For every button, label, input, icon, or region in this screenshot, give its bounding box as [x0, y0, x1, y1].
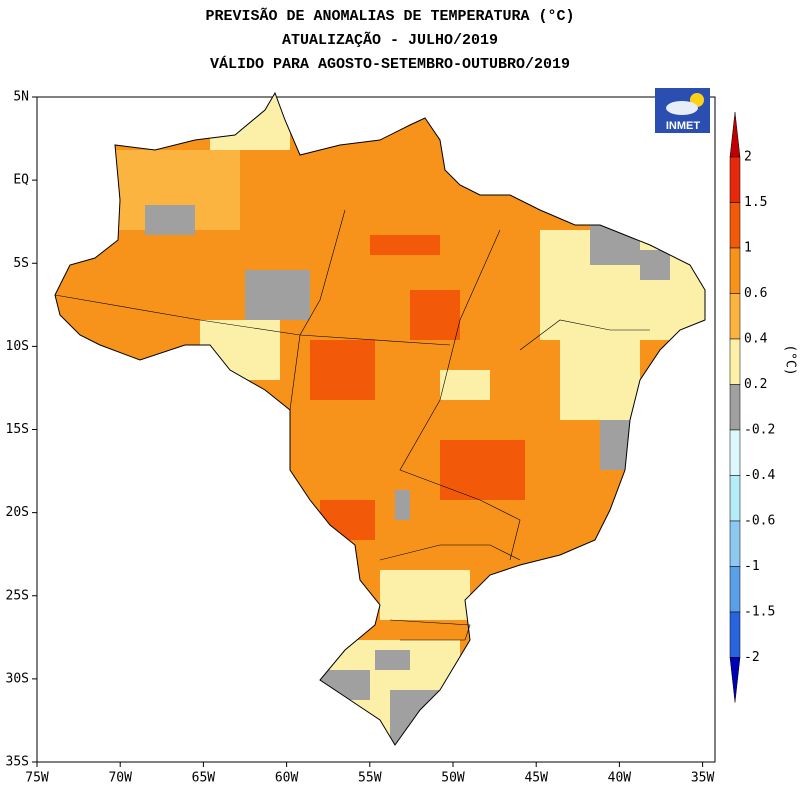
colorbar-segment: [729, 566, 741, 613]
colorbar-label: 0.6: [744, 286, 767, 301]
title: VÁLIDO PARA AGOSTO-SETEMBRO-OUTUBRO/2019: [210, 55, 570, 73]
lon-label: 75W: [25, 771, 49, 786]
state-border: [379, 544, 521, 561]
region: [440, 370, 490, 400]
colorbar-segment: [729, 429, 741, 476]
lon-label: 70W: [108, 771, 132, 786]
colorbar-segment: [729, 475, 741, 522]
lat-label: 15S: [6, 422, 29, 437]
lat-label: 25S: [6, 588, 29, 603]
colorbar-label: -1: [744, 559, 760, 574]
colorbar-segment: [729, 156, 741, 203]
lon-label: 65W: [192, 771, 216, 786]
region: [320, 500, 375, 540]
colorbar-label: -0.6: [744, 514, 775, 529]
state-border: [389, 619, 471, 641]
colorbar-label: 0.2: [744, 377, 767, 392]
colorbar-segment: [729, 520, 741, 567]
country-border: [54, 91, 706, 746]
region: [245, 270, 310, 320]
region: [640, 250, 670, 280]
colorbar-segment: [729, 202, 741, 249]
colorbar-label: -1.5: [744, 605, 775, 620]
lon-label: 35W: [691, 771, 715, 786]
region: [395, 490, 410, 520]
colorbar-label: 0.4: [744, 332, 768, 347]
colorbar-label: -2: [744, 650, 760, 665]
colorbar-unit: (°C): [783, 344, 798, 375]
colorbar-label: 1: [744, 241, 752, 256]
lat-label: 30S: [6, 671, 29, 686]
lat-label: EQ: [13, 173, 29, 188]
region: [375, 650, 410, 670]
region: [310, 340, 375, 400]
region: [380, 570, 470, 620]
state-border: [399, 229, 521, 561]
region: [145, 205, 195, 235]
state-border: [519, 319, 650, 351]
lon-label: 50W: [441, 771, 465, 786]
colorbar-cap: [729, 111, 741, 158]
region: [370, 235, 440, 255]
region: [410, 290, 460, 340]
region: [440, 440, 525, 500]
region: [560, 330, 640, 420]
colorbar-segment: [729, 384, 741, 431]
state-border: [289, 209, 346, 411]
colorbar-segment: [729, 247, 741, 294]
region: [600, 420, 640, 470]
lat-label: 5S: [13, 256, 29, 271]
colorbar-segment: [729, 293, 741, 340]
logo: INMET: [655, 88, 710, 133]
logo-text: INMET: [666, 120, 701, 132]
colorbar-label: 1.5: [744, 195, 767, 210]
anomaly-field: [55, 93, 705, 745]
colorbar-segment: [729, 611, 741, 658]
lon-label: 60W: [275, 771, 299, 786]
lat-label: 10S: [6, 339, 29, 354]
state-border: [54, 294, 451, 346]
colorbar-label: -0.2: [744, 423, 775, 438]
colorbar-label: -0.4: [744, 468, 775, 483]
colorbar-cap: [729, 657, 741, 703]
title: PREVISÃO DE ANOMALIAS DE TEMPERATURA (°C…: [205, 7, 574, 25]
title: ATUALIZAÇÃO - JULHO/2019: [282, 31, 498, 49]
region: [210, 93, 290, 150]
logo-cloud: [666, 101, 698, 115]
region: [200, 320, 280, 380]
lat-label: 35S: [6, 755, 29, 770]
lon-label: 40W: [608, 771, 632, 786]
lon-label: 45W: [524, 771, 548, 786]
colorbar-segment: [729, 338, 741, 385]
lat-label: 20S: [6, 505, 29, 520]
lon-label: 55W: [358, 771, 382, 786]
lat-label: 5N: [13, 90, 29, 105]
colorbar-label: 2: [744, 150, 752, 165]
